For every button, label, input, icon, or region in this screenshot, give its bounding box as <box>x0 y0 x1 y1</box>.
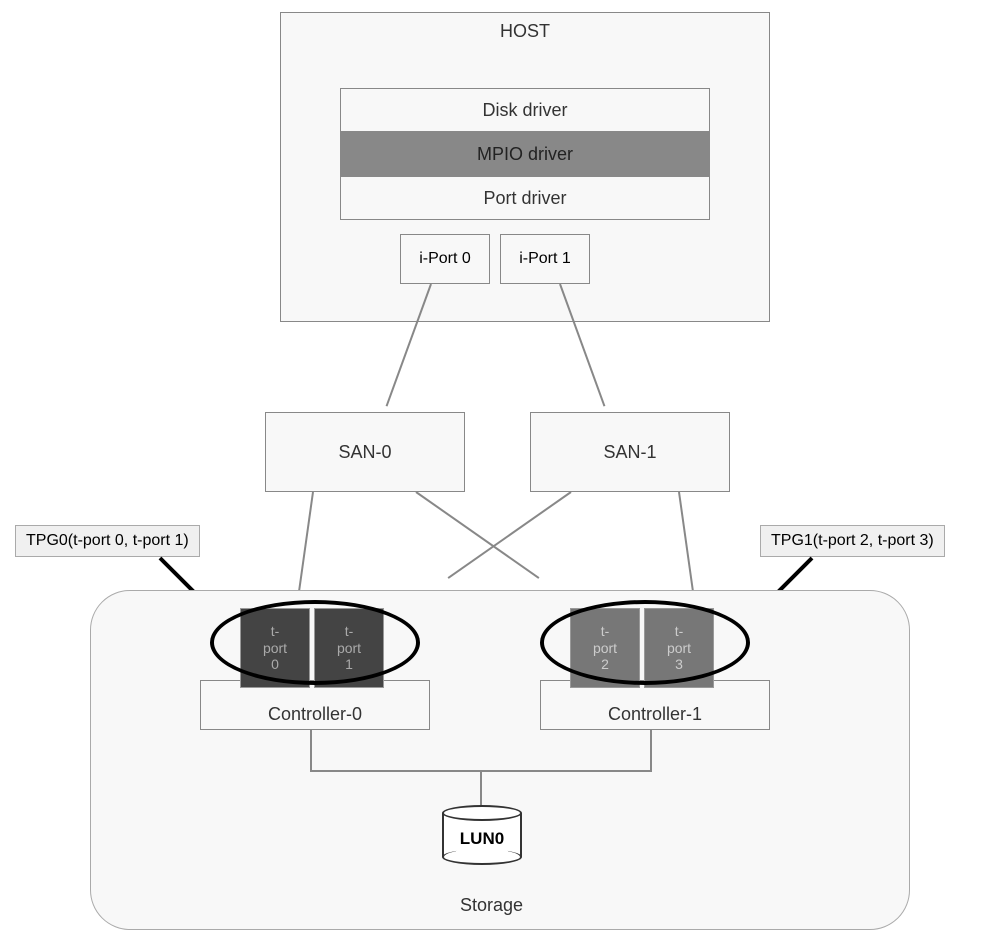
san0-label: SAN-0 <box>338 442 391 463</box>
line-san1-ctrl0 <box>448 491 572 579</box>
line-ctrl1-down <box>650 730 652 770</box>
line-san0-ctrl1 <box>415 491 539 579</box>
mpio-driver-box: MPIO driver <box>340 132 710 176</box>
tpg0-callout: TPG0(t-port 0, t-port 1) <box>15 525 200 557</box>
line-lun-down <box>480 770 482 805</box>
san1-label: SAN-1 <box>603 442 656 463</box>
controller1-label: Controller-1 <box>608 704 702 725</box>
lun-cylinder: LUN0 <box>442 805 522 865</box>
tpg0-ellipse <box>210 600 420 685</box>
iport1-label: i-Port 1 <box>519 250 571 268</box>
tpg0-label: TPG0(t-port 0, t-port 1) <box>26 532 189 549</box>
san1-box: SAN-1 <box>530 412 730 492</box>
host-title: HOST <box>500 21 550 42</box>
port-driver-label: Port driver <box>483 188 566 209</box>
tpg1-callout: TPG1(t-port 2, t-port 3) <box>760 525 945 557</box>
iport1-box: i-Port 1 <box>500 234 590 284</box>
tpg1-label: TPG1(t-port 2, t-port 3) <box>771 532 934 549</box>
iport0-box: i-Port 0 <box>400 234 490 284</box>
iport0-label: i-Port 0 <box>419 250 471 268</box>
disk-driver-box: Disk driver <box>340 88 710 132</box>
storage-title: Storage <box>460 895 523 916</box>
port-driver-box: Port driver <box>340 176 710 220</box>
tpg1-ellipse <box>540 600 750 685</box>
mpio-driver-label: MPIO driver <box>477 144 573 165</box>
line-ctrl0-down <box>310 730 312 770</box>
lun-label: LUN0 <box>460 829 504 849</box>
san0-box: SAN-0 <box>265 412 465 492</box>
controller0-label: Controller-0 <box>268 704 362 725</box>
disk-driver-label: Disk driver <box>482 100 567 121</box>
